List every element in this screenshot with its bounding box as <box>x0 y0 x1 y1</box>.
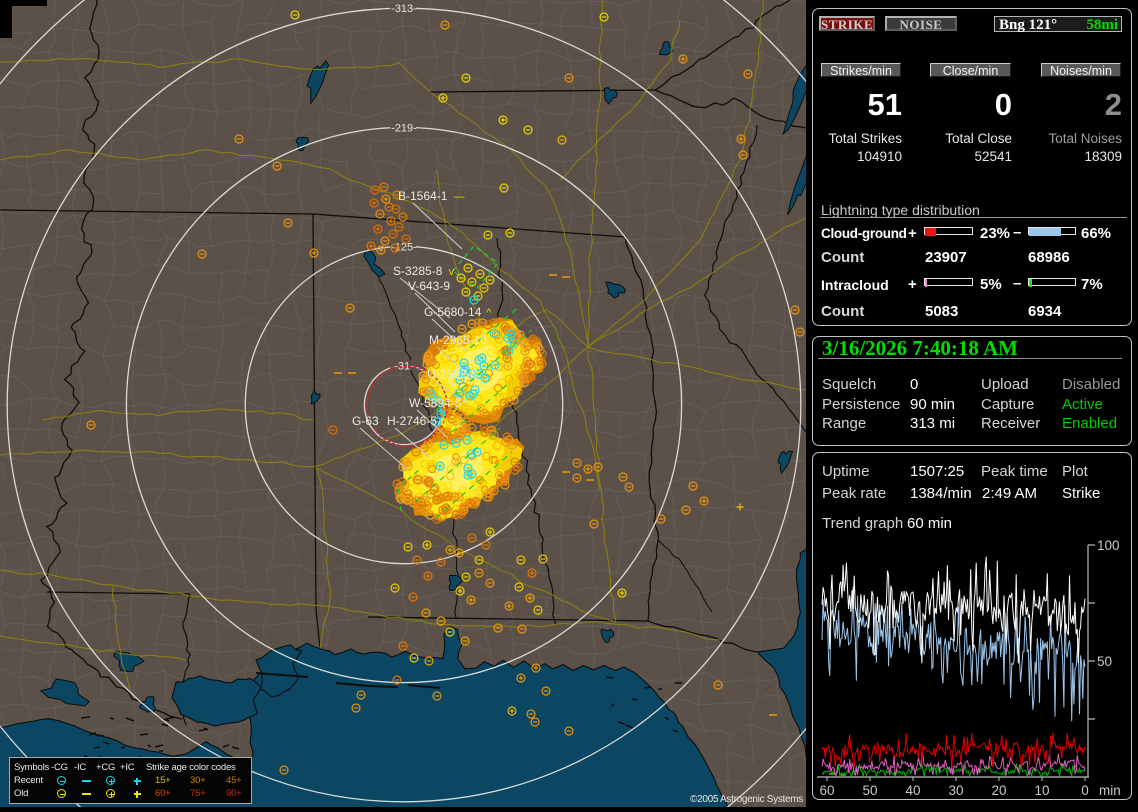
svg-text:50: 50 <box>862 783 877 798</box>
svg-text:min: min <box>1099 783 1121 798</box>
svg-text:100: 100 <box>1097 538 1120 553</box>
svg-text:60: 60 <box>819 783 834 798</box>
svg-text:^: ^ <box>486 307 492 319</box>
svg-text:B-1564-1: B-1564-1 <box>398 189 448 203</box>
svg-text:0: 0 <box>1081 783 1089 798</box>
svg-text:G-5680-14: G-5680-14 <box>424 305 482 319</box>
svg-text:©2005 Astrogenic Systems: ©2005 Astrogenic Systems <box>690 794 803 805</box>
svg-text:50: 50 <box>1097 654 1112 669</box>
svg-text:30: 30 <box>948 783 963 798</box>
svg-text:V-643-9: V-643-9 <box>408 279 450 293</box>
svg-text:H-2746-5: H-2746-5 <box>387 414 437 428</box>
svg-text:S-3285-8: S-3285-8 <box>393 264 443 278</box>
svg-text:40: 40 <box>905 783 920 798</box>
svg-text:20: 20 <box>991 783 1006 798</box>
svg-text:U-2592-8: U-2592-8 <box>427 367 477 381</box>
svg-text:10: 10 <box>1034 783 1049 798</box>
svg-text:-313-: -313- <box>391 3 417 15</box>
svg-text:W-5894-5: W-5894-5 <box>409 396 462 410</box>
svg-text:-219-: -219- <box>391 122 417 134</box>
svg-text:—: — <box>454 191 465 203</box>
svg-text:G-63: G-63 <box>352 414 379 428</box>
svg-text:v: v <box>449 266 455 278</box>
svg-text:–: – <box>443 416 450 428</box>
svg-text:M-2965-10: M-2965-10 <box>429 333 487 347</box>
